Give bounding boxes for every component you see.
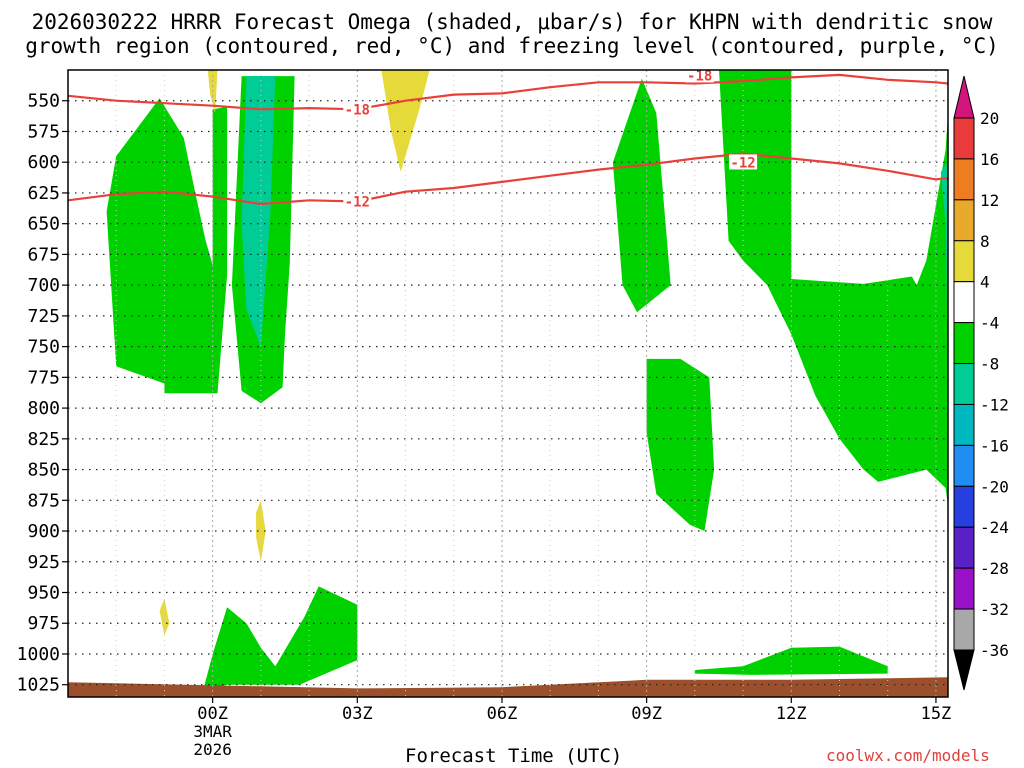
colorbar-swatch: [953, 158, 975, 201]
y-tick-label-750: 750: [27, 337, 60, 358]
colorbar-swatch: [953, 199, 975, 242]
colorbar-swatch: [953, 444, 975, 487]
terrain-strip: [68, 677, 948, 697]
isotherm-label: -18: [687, 68, 712, 84]
colorbar-swatch: [953, 608, 975, 651]
y-tick-label-800: 800: [27, 398, 60, 419]
colorbar-swatch: [953, 485, 975, 528]
x-tick-sublabel: 2026: [193, 740, 232, 759]
colorbar-label: -32: [980, 600, 1009, 619]
colorbar-label: 16: [980, 150, 999, 169]
isotherm-label-bg: [685, 70, 714, 83]
colorbar-top-arrow: [953, 75, 975, 119]
y-tick-label-775: 775: [27, 367, 60, 388]
colorbar-label: -28: [980, 559, 1009, 578]
omega-region-6: [719, 70, 948, 507]
colorbar-label: -8: [980, 355, 999, 374]
chart-title: 2026030222 HRRR Forecast Omega (shaded, …: [31, 10, 993, 34]
colorbar-label: 20: [980, 109, 999, 128]
isotherm-label-bg: [343, 193, 372, 209]
colorbar: 20 16 12 8 4 -4 -8 -12 -16 -20 -24 -28 -32 -36: [953, 75, 1009, 691]
axes-layer: 550 575 600 625 650 675 700 725 750 775 800 825 850 8…: [17, 69, 952, 759]
colorbar-label: 4: [980, 273, 990, 292]
colorbar-swatch: [953, 526, 975, 569]
omega-region-8: [203, 586, 358, 691]
omega-region-4: [612, 78, 671, 313]
y-tick-label-575: 575: [27, 121, 60, 142]
y-tick-label-975: 975: [27, 613, 60, 634]
isotherm-label: -12: [345, 195, 370, 211]
y-tick-label-700: 700: [27, 275, 60, 296]
x-axis-label: Forecast Time (UTC): [405, 745, 623, 767]
colorbar-swatch: [953, 363, 975, 405]
isotherm-label-bg: [343, 101, 372, 117]
colorbar-label: -12: [980, 395, 1009, 414]
omega-region-1: [106, 98, 228, 394]
chart-subtitle: growth region (contoured, red, °C) and f…: [25, 34, 999, 58]
colorbar-label: -4: [980, 314, 999, 333]
y-tick-label-1000: 1000: [17, 644, 60, 665]
omega-region-13: [159, 598, 170, 636]
x-tick-sublabel: 3MAR: [193, 722, 232, 741]
colorbar-swatch: [953, 322, 975, 365]
y-tick-label-875: 875: [27, 490, 60, 511]
colorbar-swatch: [953, 567, 975, 610]
y-tick-label-950: 950: [27, 583, 60, 604]
y-tick-label-900: 900: [27, 521, 60, 542]
colorbar-label: 12: [980, 191, 999, 210]
colorbar-label: 8: [980, 232, 990, 251]
x-tick-label-12Z: 12Z: [776, 704, 807, 724]
y-tick-label-925: 925: [27, 552, 60, 573]
isotherm-label: -12: [730, 155, 755, 171]
isotherm--12: [68, 152, 948, 206]
colorbar-swatch: [953, 240, 975, 283]
plot-frame: [67, 69, 949, 698]
terrain-layer: [68, 677, 948, 697]
isotherm-label: -18: [345, 102, 370, 118]
y-tick-label-625: 625: [27, 183, 60, 204]
omega-fill-layer: [106, 70, 948, 691]
colorbar-label: -24: [980, 518, 1009, 537]
y-tick-label-675: 675: [27, 244, 60, 265]
isotherm-label-bg: [729, 154, 758, 170]
x-tick-label-03Z: 03Z: [342, 704, 373, 724]
y-tick-label-600: 600: [27, 152, 60, 173]
y-tick-label-1025: 1025: [17, 675, 60, 696]
isotherm-layer: -18 -18 -12 -12: [68, 68, 948, 211]
y-tick-label-650: 650: [27, 214, 60, 235]
omega-region-7: [940, 162, 948, 372]
isotherm--18: [68, 73, 948, 111]
colorbar-bottom-arrow: [953, 649, 975, 691]
x-tick-label-09Z: 09Z: [631, 704, 662, 724]
x-tick-label-06Z: 06Z: [487, 704, 518, 724]
colorbar-swatch: [953, 117, 975, 160]
y-tick-label-850: 850: [27, 460, 60, 481]
colorbar-label: -36: [980, 641, 1009, 660]
omega-region-5: [646, 358, 715, 531]
colorbar-label: -16: [980, 436, 1009, 455]
colorbar-swatch: [953, 281, 975, 324]
source-credit[interactable]: coolwx.com/models: [826, 746, 990, 765]
omega-region-12: [256, 500, 266, 562]
omega-region-3: [241, 76, 276, 347]
colorbar-swatch: [953, 403, 975, 446]
x-tick-label-00Z: 00Z: [197, 704, 228, 724]
y-tick-label-550: 550: [27, 91, 60, 112]
y-tick-label-825: 825: [27, 429, 60, 450]
colorbar-label: -20: [980, 477, 1009, 496]
y-tick-label-725: 725: [27, 306, 60, 327]
x-tick-label-15Z: 15Z: [921, 704, 952, 724]
